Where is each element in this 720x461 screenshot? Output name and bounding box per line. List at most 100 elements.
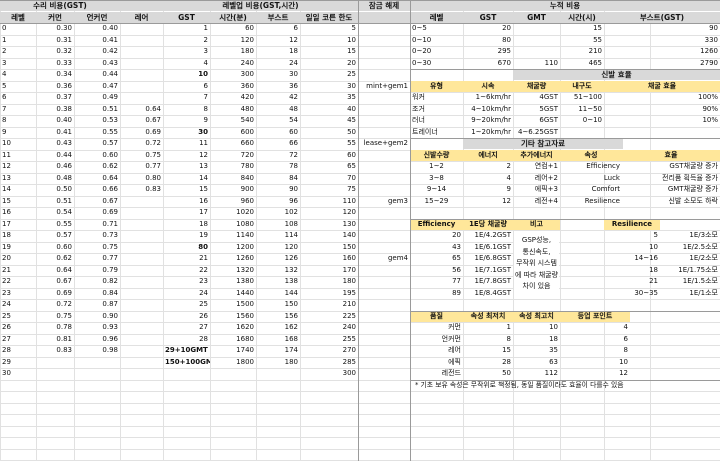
sneaker-efficiency-cell (560, 127, 604, 138)
cumulative-column-header: 레벨 (410, 11, 463, 23)
sneaker-efficiency-cell: 11~50 (578, 104, 602, 113)
quality-cell: 6 (623, 334, 628, 343)
daily-limit-cell: 170 (342, 265, 356, 274)
gst-cell: 19 (199, 231, 208, 239)
left-column-header: 레어 (120, 11, 163, 23)
column-gridline (74, 0, 75, 461)
other-reference-header: 에너지 (463, 149, 513, 161)
gst-cell: 22 (199, 265, 208, 274)
sneaker-efficiency-cell: 트레이너 (412, 127, 438, 136)
time-cell: 480 (240, 104, 254, 113)
level-cell: 16 (2, 208, 11, 216)
left-column-header: 일일 코른 한도 (300, 11, 358, 23)
row-gridline (0, 334, 720, 335)
other-reference-header: 효율 (622, 149, 720, 161)
row-gridline (0, 403, 720, 404)
time-cell: 1380 (236, 277, 254, 285)
border-line (410, 380, 720, 381)
row-gridline (0, 437, 720, 438)
row-gridline (0, 69, 720, 70)
row-gridline (0, 265, 720, 266)
unlock-cell (358, 242, 410, 253)
cumulative-column-header: 시간(시) (560, 11, 604, 23)
sneaker-efficiency-cell: 51~100 (573, 93, 602, 101)
quality-header: 품질 (410, 310, 463, 322)
common-repair-cell: 0.44 (56, 150, 72, 159)
gst-cell: 15 (199, 185, 208, 193)
cumulative-cell: 670 (497, 58, 511, 67)
uncommon-repair-cell: 0.77 (102, 254, 118, 262)
quality-cell: 1 (506, 323, 511, 331)
daily-limit-cell: 75 (347, 185, 356, 193)
rare-repair-cell (120, 334, 163, 345)
time-cell: 1620 (236, 323, 254, 331)
level-cell: 4 (2, 70, 7, 78)
row-gridline (0, 380, 720, 381)
common-repair-cell: 0.50 (56, 185, 72, 193)
row-gridline (0, 322, 720, 323)
daily-limit-cell: 160 (342, 254, 356, 262)
gst-cell: 27 (199, 323, 208, 331)
gst-cell: 13 (199, 162, 208, 170)
boost-cell: 72 (289, 150, 298, 159)
boost-cell: 18 (289, 47, 298, 55)
time-cell: 1800 (236, 357, 254, 366)
level-cell: 27 (2, 334, 11, 343)
common-repair-cell: 0.78 (56, 323, 72, 331)
border-line (0, 0, 720, 1)
common-repair-cell: 0.67 (56, 277, 72, 285)
time-cell: 1560 (236, 311, 254, 320)
daily-limit-cell: 15 (347, 47, 356, 55)
other-reference-cell: Resilience (584, 196, 620, 205)
gst-cell: 8 (203, 104, 208, 113)
other-reference-cell: 전리품 획득율 증가 (662, 173, 718, 182)
row-gridline (0, 46, 720, 47)
mining-per-energy-cell: 1E/8.4GST (474, 288, 511, 297)
gst-cell (163, 368, 210, 379)
boost-cell: 48 (289, 104, 298, 113)
rare-repair-cell: 0.77 (145, 162, 161, 170)
cumulative-cell: 110 (544, 58, 558, 67)
common-repair-cell: 0.30 (56, 24, 72, 32)
boost-cell: 36 (289, 81, 298, 90)
other-reference-cell: GMT채굴량 증가 (667, 185, 718, 193)
uncommon-repair-cell: 0.73 (102, 231, 118, 239)
unlock-cell (358, 115, 410, 126)
row-gridline (0, 92, 720, 93)
rare-repair-cell (120, 322, 163, 333)
column-gridline (36, 0, 37, 461)
border-line (410, 69, 720, 70)
sneaker-efficiency-cell: 0~10 (582, 116, 602, 124)
sneaker-efficiency-header: 채굴량 (513, 80, 560, 92)
level-cell: 2 (2, 47, 7, 55)
quality-header: 속성 최저치 (463, 310, 513, 322)
boost-cell: 168 (284, 334, 298, 343)
boost-cell: 24 (289, 58, 298, 67)
time-cell: 1500 (236, 300, 254, 308)
column-gridline (120, 0, 121, 461)
level-cell: 24 (2, 300, 11, 308)
row-gridline (0, 104, 720, 105)
column-gridline (0, 0, 1, 461)
row-gridline (0, 230, 720, 231)
level-cell: 22 (2, 277, 11, 285)
efficiency-note-line: 차이 있음 (522, 282, 551, 290)
other-reference-cell: 연컴+1 (534, 162, 558, 170)
row-gridline (0, 207, 720, 208)
uncommon-repair-cell: 0.49 (102, 93, 118, 101)
unlock-cell (358, 311, 410, 322)
rare-repair-cell (120, 35, 163, 46)
uncommon-repair-cell: 0.53 (102, 116, 118, 124)
mining-per-energy-cell: 1E/6.1GST (474, 242, 511, 251)
common-repair-cell: 0.48 (56, 173, 72, 182)
sneaker-efficiency-cell: 90% (702, 104, 718, 113)
uncommon-repair-cell (74, 368, 120, 379)
cumulative-column-header: GST (463, 11, 513, 23)
blank-cell (560, 219, 604, 230)
rare-repair-cell: 0.69 (145, 127, 161, 136)
uncommon-repair-cell: 0.51 (102, 104, 118, 113)
daily-limit-cell: 140 (342, 231, 356, 239)
gst-cell: 23 (199, 277, 208, 285)
repair-cost-header: 수리 비용(GST) (0, 0, 120, 11)
unlock-cell (358, 322, 410, 333)
